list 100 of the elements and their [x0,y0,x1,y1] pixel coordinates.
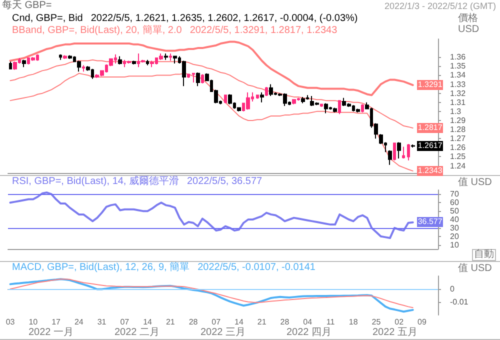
candlestick [132,60,136,65]
x-tick-label: 04 [303,318,313,326]
text: 2022/5/5, 1.2621, 1.2635, 1.2602, 1.2617, -0.0004, (-0.03%) [90,13,358,24]
candlestick [68,54,72,60]
line-series [9,192,414,240]
x-tick-label: 31 [97,318,107,326]
candlestick [324,102,328,114]
candlestick [13,61,17,70]
candlestick [333,107,337,113]
candlestick [164,52,168,60]
candlestick [82,64,85,72]
candlestick [388,150,392,166]
line-series [9,40,414,96]
y-tick-label: 1.36 [450,52,466,62]
y-tick-label: 1.34 [450,70,466,80]
x-tick-label: 07 [120,318,130,326]
x-tick-label: 14 [234,318,244,326]
y-tick-label: 1.25 [450,152,466,162]
y-tick-label: 1.31 [450,98,466,107]
data-label: 1.3291 [416,80,444,90]
chart-subtitle: 2022/1/3 - 2022/5/12 (GMT) [384,0,496,12]
candlestick [118,56,122,65]
text: 2022 三月 [200,327,246,339]
text: 2022 一月 [28,327,74,339]
x-tick-label: 21 [257,318,267,326]
y-tick-label: 1.32 [450,88,466,98]
x-tick-label: 25 [372,318,382,326]
y-tick-label: 20 [450,232,460,241]
candlestick [182,60,186,87]
y-tick-label: 70 [450,190,460,199]
candlestick [31,56,35,62]
y-tick-label: 1.26 [450,143,466,152]
text: 2022 二月 [114,327,160,339]
candlestick [292,99,296,105]
candlestick [320,104,323,108]
candlestick [59,54,62,60]
candlestick [301,96,305,104]
candlestick [228,94,232,105]
candlestick [402,146,405,160]
candlestick [159,52,163,60]
text: Cnd, GBP=, Bid [12,13,83,24]
candlestick [192,72,195,83]
x-tick-label: 14 [143,318,153,326]
y-tick-label: 1.29 [450,116,466,125]
y-tick-label: 1.27 [450,134,466,144]
candlestick [169,52,172,62]
y-axis-title: 值 USD [458,177,493,188]
x-tick-label: 24 [74,318,84,326]
text: 2022/5/5, 1.3291, 1.2817, 1.2343 [190,25,338,36]
candlestick [269,84,273,97]
text: 自動 [472,249,496,261]
y-tick-label: 1.3 [450,106,462,116]
x-tick-label: 28 [188,318,198,326]
candlestick [77,60,81,72]
candlestick [411,144,415,148]
y-tick-label: 60 [450,198,460,208]
text: 2022 五月 [372,327,418,339]
y-tick-label: 40 [450,215,460,224]
candlestick [201,74,204,84]
y-tick-label: -0.01 [450,298,469,306]
y-tick-label: 1.24 [450,161,466,170]
data-label: 1.2343 [416,166,444,176]
x-tick-label: 10 [28,318,38,326]
candlestick [256,94,259,100]
candlestick [224,94,227,104]
candlestick [22,59,26,68]
text: 2022/5/5, 36.577 [187,176,262,187]
x-tick-label: 21 [166,318,176,326]
candlestick [187,74,190,78]
x-tick-label: 02 [394,318,404,326]
candlestick [356,108,360,113]
chart-title: 每天 GBP= [2,0,52,12]
candlestick [127,60,131,64]
candlestick [63,54,67,60]
text: 2022 四月 [286,327,332,339]
y-tick-label: 1.28 [450,125,466,134]
data-label: 1.2817 [416,123,444,133]
y-tick-label: 1.33 [450,80,466,89]
data-label: 36.577 [416,217,444,228]
line-series [10,72,414,172]
candlestick [407,144,410,161]
candlestick [173,56,177,64]
candlestick [397,142,401,160]
candlestick [393,142,396,161]
x-tick-label: 03 [6,318,16,326]
x-tick-label: 11 [326,318,336,326]
candlestick [9,61,12,70]
candlestick [265,86,268,97]
y-tick-label: 1.35 [450,62,466,71]
x-tick-label: 09 [418,318,427,326]
text: RSI, GBP=, Bid(Last), 14, 威爾德平滑 [12,176,179,187]
candlestick [150,60,154,68]
y-tick-label: 50 [450,206,460,216]
candlestick [146,59,149,66]
x-tick-label: 17 [52,318,62,326]
x-tick-label: 07 [212,318,222,326]
text: 2022/5/5, -0.0107, -0.0141 [198,262,316,273]
candlestick [338,100,341,115]
candlestick [260,92,264,103]
y-axis-title: 值 USD [458,263,493,274]
